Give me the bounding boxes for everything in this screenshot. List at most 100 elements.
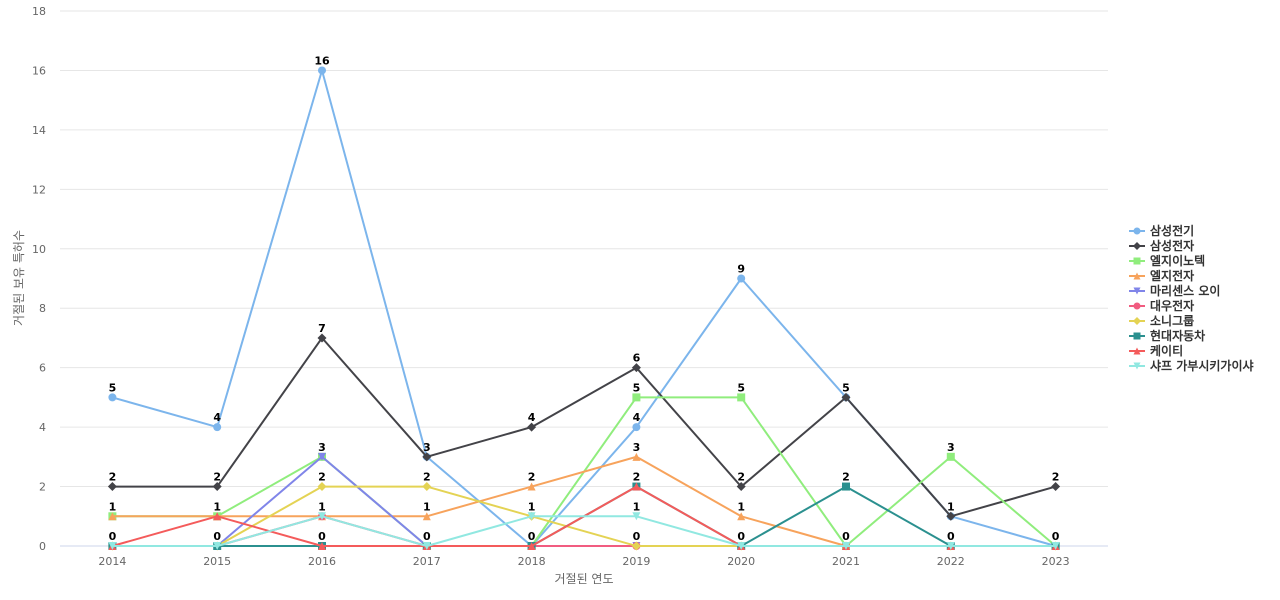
- data-point: [318, 512, 326, 521]
- data-point: [107, 482, 117, 492]
- data-label: 2: [213, 471, 221, 484]
- legend-label: 대우전자: [1150, 298, 1194, 313]
- legend-item[interactable]: 삼성전자: [1129, 238, 1194, 253]
- data-point: [527, 542, 536, 550]
- data-label: 1: [318, 500, 326, 513]
- y-tick-label: 8: [39, 302, 46, 315]
- data-point: [213, 512, 222, 521]
- data-point: [631, 541, 641, 551]
- legend-item[interactable]: 삼성전기: [1129, 223, 1194, 238]
- legend-symbol: [1133, 242, 1141, 250]
- data-label: 2: [737, 471, 745, 484]
- legend-symbol: [1133, 257, 1141, 265]
- data-point: [317, 333, 327, 343]
- data-label: 2: [633, 471, 641, 484]
- data-label: 1: [633, 500, 641, 513]
- data-label: 3: [423, 441, 431, 454]
- data-point: [1051, 482, 1061, 492]
- data-label: 2: [423, 471, 431, 484]
- data-label: 2: [109, 471, 117, 484]
- legend-symbol: [1133, 347, 1141, 355]
- data-point: [422, 542, 431, 550]
- y-tick-label: 0: [39, 540, 46, 553]
- legend-item[interactable]: 엘지이노텍: [1129, 253, 1205, 268]
- data-label: 1: [109, 500, 117, 513]
- data-point: [737, 393, 746, 402]
- data-label: 1: [947, 500, 955, 513]
- data-point: [632, 452, 641, 461]
- data-label: 0: [213, 530, 221, 543]
- data-point: [213, 542, 222, 550]
- data-label: 2: [528, 471, 536, 484]
- data-point: [842, 542, 850, 550]
- data-label: 3: [318, 441, 326, 454]
- legend-symbol: [1133, 227, 1141, 235]
- legend-item[interactable]: 샤프 가부시키가이샤: [1129, 358, 1254, 373]
- legend-item[interactable]: 현대자동차: [1129, 328, 1205, 343]
- legend-item[interactable]: 케이티: [1129, 343, 1183, 358]
- data-point: [108, 542, 117, 550]
- x-tick-label: 2022: [937, 555, 965, 568]
- data-label: 0: [528, 530, 536, 543]
- series-2: [107, 333, 1061, 521]
- data-point: [632, 423, 641, 432]
- data-label: 16: [314, 54, 330, 67]
- data-point: [212, 482, 222, 492]
- data-label: 4: [633, 411, 641, 424]
- data-point: [737, 512, 746, 521]
- data-point: [422, 512, 431, 521]
- data-point: [736, 482, 746, 492]
- x-tick-label: 2019: [622, 555, 650, 568]
- x-tick-label: 2017: [413, 555, 441, 568]
- data-point: [108, 393, 117, 402]
- data-point: [108, 512, 117, 521]
- data-label: 0: [842, 530, 850, 543]
- data-label: 5: [633, 381, 641, 394]
- y-axis-ticks: 0 2 4 6 8 10 12 14 16 18: [32, 5, 46, 553]
- x-tick-label: 2015: [203, 555, 231, 568]
- legend-item[interactable]: 대우전자: [1129, 298, 1194, 313]
- y-tick-label: 18: [32, 5, 46, 18]
- data-label: 1: [737, 500, 745, 513]
- data-label: 2: [1052, 471, 1060, 484]
- data-point: [318, 542, 326, 550]
- data-point: [632, 393, 641, 402]
- data-point: [946, 542, 955, 550]
- data-label: 0: [423, 530, 431, 543]
- y-tick-label: 12: [32, 183, 46, 196]
- legend-item[interactable]: 엘지전자: [1129, 268, 1194, 283]
- data-label: 3: [633, 441, 641, 454]
- data-label: 7: [318, 322, 326, 335]
- legend-item[interactable]: 소니그룹: [1129, 313, 1194, 328]
- legend-symbol: [1133, 332, 1141, 340]
- data-label: 3: [947, 441, 955, 454]
- series-10: [108, 512, 1060, 550]
- data-label: 5: [109, 381, 117, 394]
- x-tick-label: 2020: [727, 555, 755, 568]
- data-point: [737, 542, 746, 550]
- data-point: [527, 512, 536, 521]
- data-label: 2: [842, 471, 850, 484]
- data-label: 0: [1052, 530, 1060, 543]
- data-point: [631, 363, 641, 373]
- x-axis-ticks: 2014 2015 2016 2017 2018 2019 2020 2021 2022 2023: [98, 555, 1069, 568]
- x-tick-label: 2014: [98, 555, 126, 568]
- x-tick-label: 2021: [832, 555, 860, 568]
- y-tick-label: 16: [32, 64, 46, 77]
- data-point: [1051, 542, 1060, 550]
- legend-label: 마리센스 오이: [1150, 283, 1220, 298]
- data-labels: 5 2 1 0 4 2 1 0 16 7 3 2 1 0 3 2 1 0 4 2 1 0 6 5 4 3 2 1 0 9 5 2 1 0 5 2 0 3 1…: [109, 54, 1060, 543]
- legend-label: 소니그룹: [1150, 313, 1194, 328]
- x-tick-label: 2023: [1042, 555, 1070, 568]
- data-point: [841, 392, 851, 402]
- data-label: 1: [423, 500, 431, 513]
- data-point: [213, 423, 222, 432]
- data-label: 0: [109, 530, 117, 543]
- legend-label: 삼성전기: [1150, 223, 1194, 238]
- data-point: [422, 452, 432, 462]
- legend-symbol: [1133, 317, 1141, 325]
- x-tick-label: 2018: [518, 555, 546, 568]
- legend-item[interactable]: 마리센스 오이: [1129, 283, 1220, 298]
